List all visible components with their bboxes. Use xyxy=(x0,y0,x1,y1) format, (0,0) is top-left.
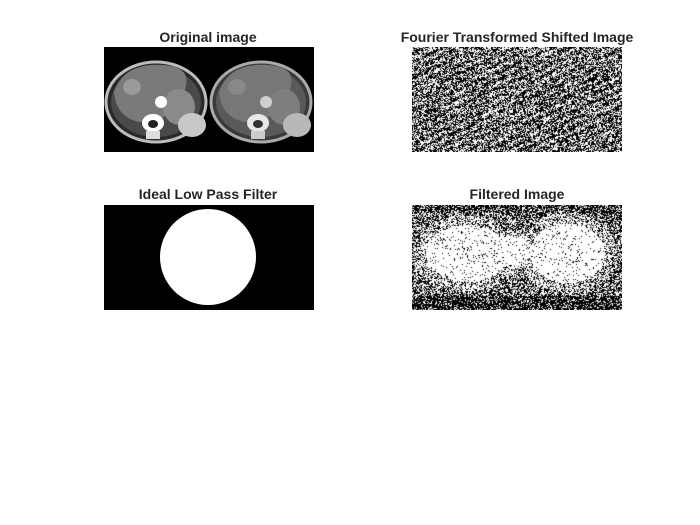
low-pass-filter-mask xyxy=(104,205,314,310)
original-image-panel xyxy=(104,47,314,152)
panel-title-fourier: Fourier Transformed Shifted Image xyxy=(400,29,634,45)
panel-title-filter: Ideal Low Pass Filter xyxy=(138,186,278,202)
panel-title-filtered: Filtered Image xyxy=(469,186,565,202)
ct-scan-image xyxy=(104,47,314,152)
fourier-image-panel xyxy=(412,47,622,152)
filtered-image xyxy=(412,205,622,310)
fourier-noise-image xyxy=(412,47,622,152)
panel-title-original: Original image xyxy=(159,29,257,45)
filter-mask-panel xyxy=(104,205,314,310)
filter-circle xyxy=(160,209,256,305)
filtered-image-panel xyxy=(412,205,622,310)
